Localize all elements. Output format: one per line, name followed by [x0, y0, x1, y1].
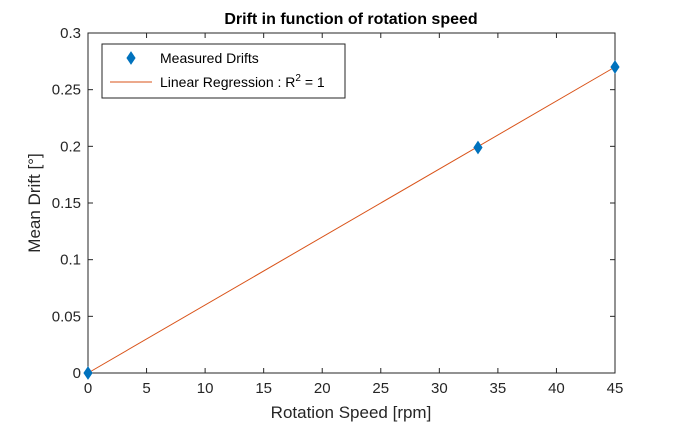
y-tick-label: 0.25: [52, 82, 81, 99]
x-tick-label: 45: [607, 380, 624, 397]
x-axis-title: Rotation Speed [rpm]: [271, 403, 432, 422]
y-tick-label: 0.05: [52, 308, 81, 325]
x-tick-label: 35: [490, 380, 507, 397]
y-tick-label: 0.3: [60, 25, 81, 42]
legend: Measured Drifts Linear Regression : R2 = …: [101, 43, 346, 99]
x-tick-label: 20: [314, 380, 331, 397]
x-tick-label: 10: [197, 380, 214, 397]
x-tick-label: 40: [548, 380, 565, 397]
legend-label-name: Measured Drifts: [160, 50, 259, 66]
x-tick-label: 0: [84, 380, 92, 397]
legend-label-superscript: 2: [295, 73, 301, 84]
legend-label: Linear Regression : R2 = 1: [160, 73, 325, 90]
data-point: [473, 140, 483, 155]
legend-marker-diamond: [126, 51, 136, 65]
y-tick-label: 0.2: [60, 138, 81, 155]
legend-label: Measured Drifts: [160, 50, 259, 66]
y-tick-label: 0.1: [60, 252, 81, 269]
y-tick-label: 0.15: [52, 195, 81, 212]
y-axis-title: Mean Drift [°]: [25, 153, 44, 252]
chart-title: Drift in function of rotation speed: [224, 11, 477, 28]
legend-label-name: Linear Regression : R: [160, 74, 295, 90]
x-tick-label: 15: [255, 380, 272, 397]
data-point: [610, 60, 620, 74]
regression-line: [87, 66, 616, 374]
x-tick-label: 25: [372, 380, 389, 397]
legend-label-suffix: = 1: [301, 74, 325, 90]
y-tick-label: 0: [73, 365, 81, 382]
legend-box: [101, 43, 346, 99]
x-tick-label: 30: [431, 380, 448, 397]
data-point: [83, 366, 93, 380]
x-tick-label: 5: [142, 380, 150, 397]
